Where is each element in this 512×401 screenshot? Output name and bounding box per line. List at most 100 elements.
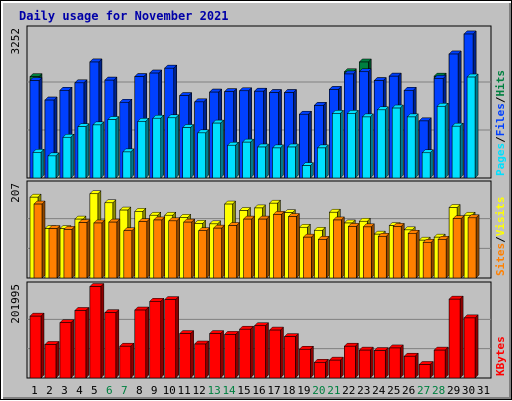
bar-sites-day-25 [392,222,405,279]
bar-sites-day-30 [467,214,480,279]
bar-kbytes-day-18 [283,333,300,379]
bar-sites-day-13 [213,224,226,279]
bar-pages-day-8-face [137,121,147,179]
bar-pages-day-3 [62,133,75,179]
bar-kbytes-day-19 [298,345,315,379]
bar-kbytes-day-30-side [474,314,479,379]
bar-sites-day-24-side [386,232,390,279]
bar-kbytes-day-25-side [399,344,404,379]
bar-sites-day-13-face [213,227,222,279]
bar-sites-day-19-side [311,233,315,279]
bar-pages-day-22-side [355,109,359,179]
bar-pages-day-22 [346,109,359,179]
bar-kbytes-day-28-side [444,346,449,379]
bar-sites-day-16 [257,215,271,279]
bar-kbytes-day-12 [194,340,210,379]
bar-pages-day-14-side [235,141,239,179]
bar-kbytes-day-3 [59,319,75,379]
bar-sites-day-14 [227,221,241,279]
bar-kbytes-day-7 [119,342,135,379]
panel-2-legend-label: Sites/Visits [494,197,507,277]
bar-pages-day-27-side [429,149,434,179]
bar-sites-day-26-face [407,232,417,279]
panel-1-ymax-label: 3252 [9,28,22,55]
bar-pages-day-26-side [414,113,419,179]
x-tick-label: 7 [121,384,128,397]
bar-pages-day-20 [316,144,329,179]
bar-sites-day-7-side [131,227,136,279]
bar-kbytes-day-16 [253,322,270,379]
panel-2-ymax-label: 207 [9,183,22,203]
x-tick-label: 25 [387,384,400,397]
bar-sites-day-8-side [146,218,151,279]
bar-pages-day-9 [152,114,165,179]
bar-kbytes-day-27-face [418,364,431,379]
bar-kbytes-day-19-face [299,348,311,379]
x-tick-label: 19 [297,384,310,397]
legend-pages: Pages [494,143,507,176]
bar-pages-day-11-side [190,123,194,179]
x-tick-label: 10 [163,384,176,397]
x-tick-label: 22 [342,384,355,397]
bar-pages-day-6-face [107,119,117,179]
bar-pages-day-23 [361,113,374,179]
bar-pages-day-24-side [385,106,389,179]
bar-kbytes-day-2-face [44,344,57,379]
bar-kbytes-day-21-face [329,359,341,379]
bar-kbytes-day-13-face [209,333,221,379]
bar-sites-day-30-face [467,217,477,279]
bar-kbytes-day-13-side [220,329,224,379]
bar-kbytes-day-21 [328,356,344,379]
bar-pages-day-25-side [399,104,404,179]
bar-pages-day-25 [391,104,404,179]
bar-pages-day-14-face [227,144,236,179]
bar-kbytes-day-4-side [85,306,90,379]
bar-pages-day-26 [406,113,419,179]
bar-sites-day-11-side [191,218,195,279]
bar-kbytes-day-17-face [269,329,281,379]
bar-kbytes-day-1 [29,312,45,379]
bar-pages-day-17-face [272,147,281,179]
bar-kbytes-day-29-face [448,298,461,379]
bar-kbytes-day-25 [388,344,404,379]
bar-pages-day-19-face [302,165,311,179]
bar-sites-day-4-face [78,222,88,279]
bar-pages-day-18-side [295,143,299,179]
bar-pages-day-17 [271,144,285,179]
x-tick-label: 26 [402,384,415,397]
bar-sites-day-12 [198,227,211,279]
bar-pages-day-5-side [100,121,105,179]
bar-sites-day-23-side [371,223,375,279]
bar-pages-day-25-face [391,107,401,179]
bar-kbytes-day-14-face [224,334,236,379]
bar-pages-day-10-side [175,114,179,179]
bar-pages-day-1 [32,148,45,179]
bar-sites-day-23-face [362,226,372,279]
bar-kbytes-day-1-face [29,315,42,379]
bar-kbytes-day-22 [343,342,359,379]
bar-pages-day-8-side [145,117,150,179]
bar-sites-day-29 [452,215,465,279]
bar-sites-day-6-face [108,221,118,279]
bar-pages-day-15-side [250,138,254,179]
bar-sites-day-3-side [71,225,76,279]
x-tick-label: 3 [61,384,68,397]
bar-pages-day-16-side [265,143,269,179]
bar-pages-day-10-face [167,117,177,179]
bar-kbytes-day-26 [403,352,419,379]
bar-pages-day-1-face [32,152,42,179]
bar-pages-day-5 [92,121,105,179]
x-tick-label: 1 [31,384,38,397]
x-tick-label: 18 [282,384,295,397]
bar-sites-day-28 [437,235,450,279]
bar-pages-day-3-side [70,133,75,179]
bar-sites-day-16-face [258,218,267,279]
bar-sites-day-7 [123,227,136,279]
bar-kbytes-day-17-side [280,326,284,379]
legend-separator: / [494,136,507,143]
bar-kbytes-day-20-face [314,362,326,379]
bar-sites-day-22-face [348,226,357,279]
bar-pages-day-11 [182,123,195,179]
bar-pages-day-9-side [160,114,164,179]
